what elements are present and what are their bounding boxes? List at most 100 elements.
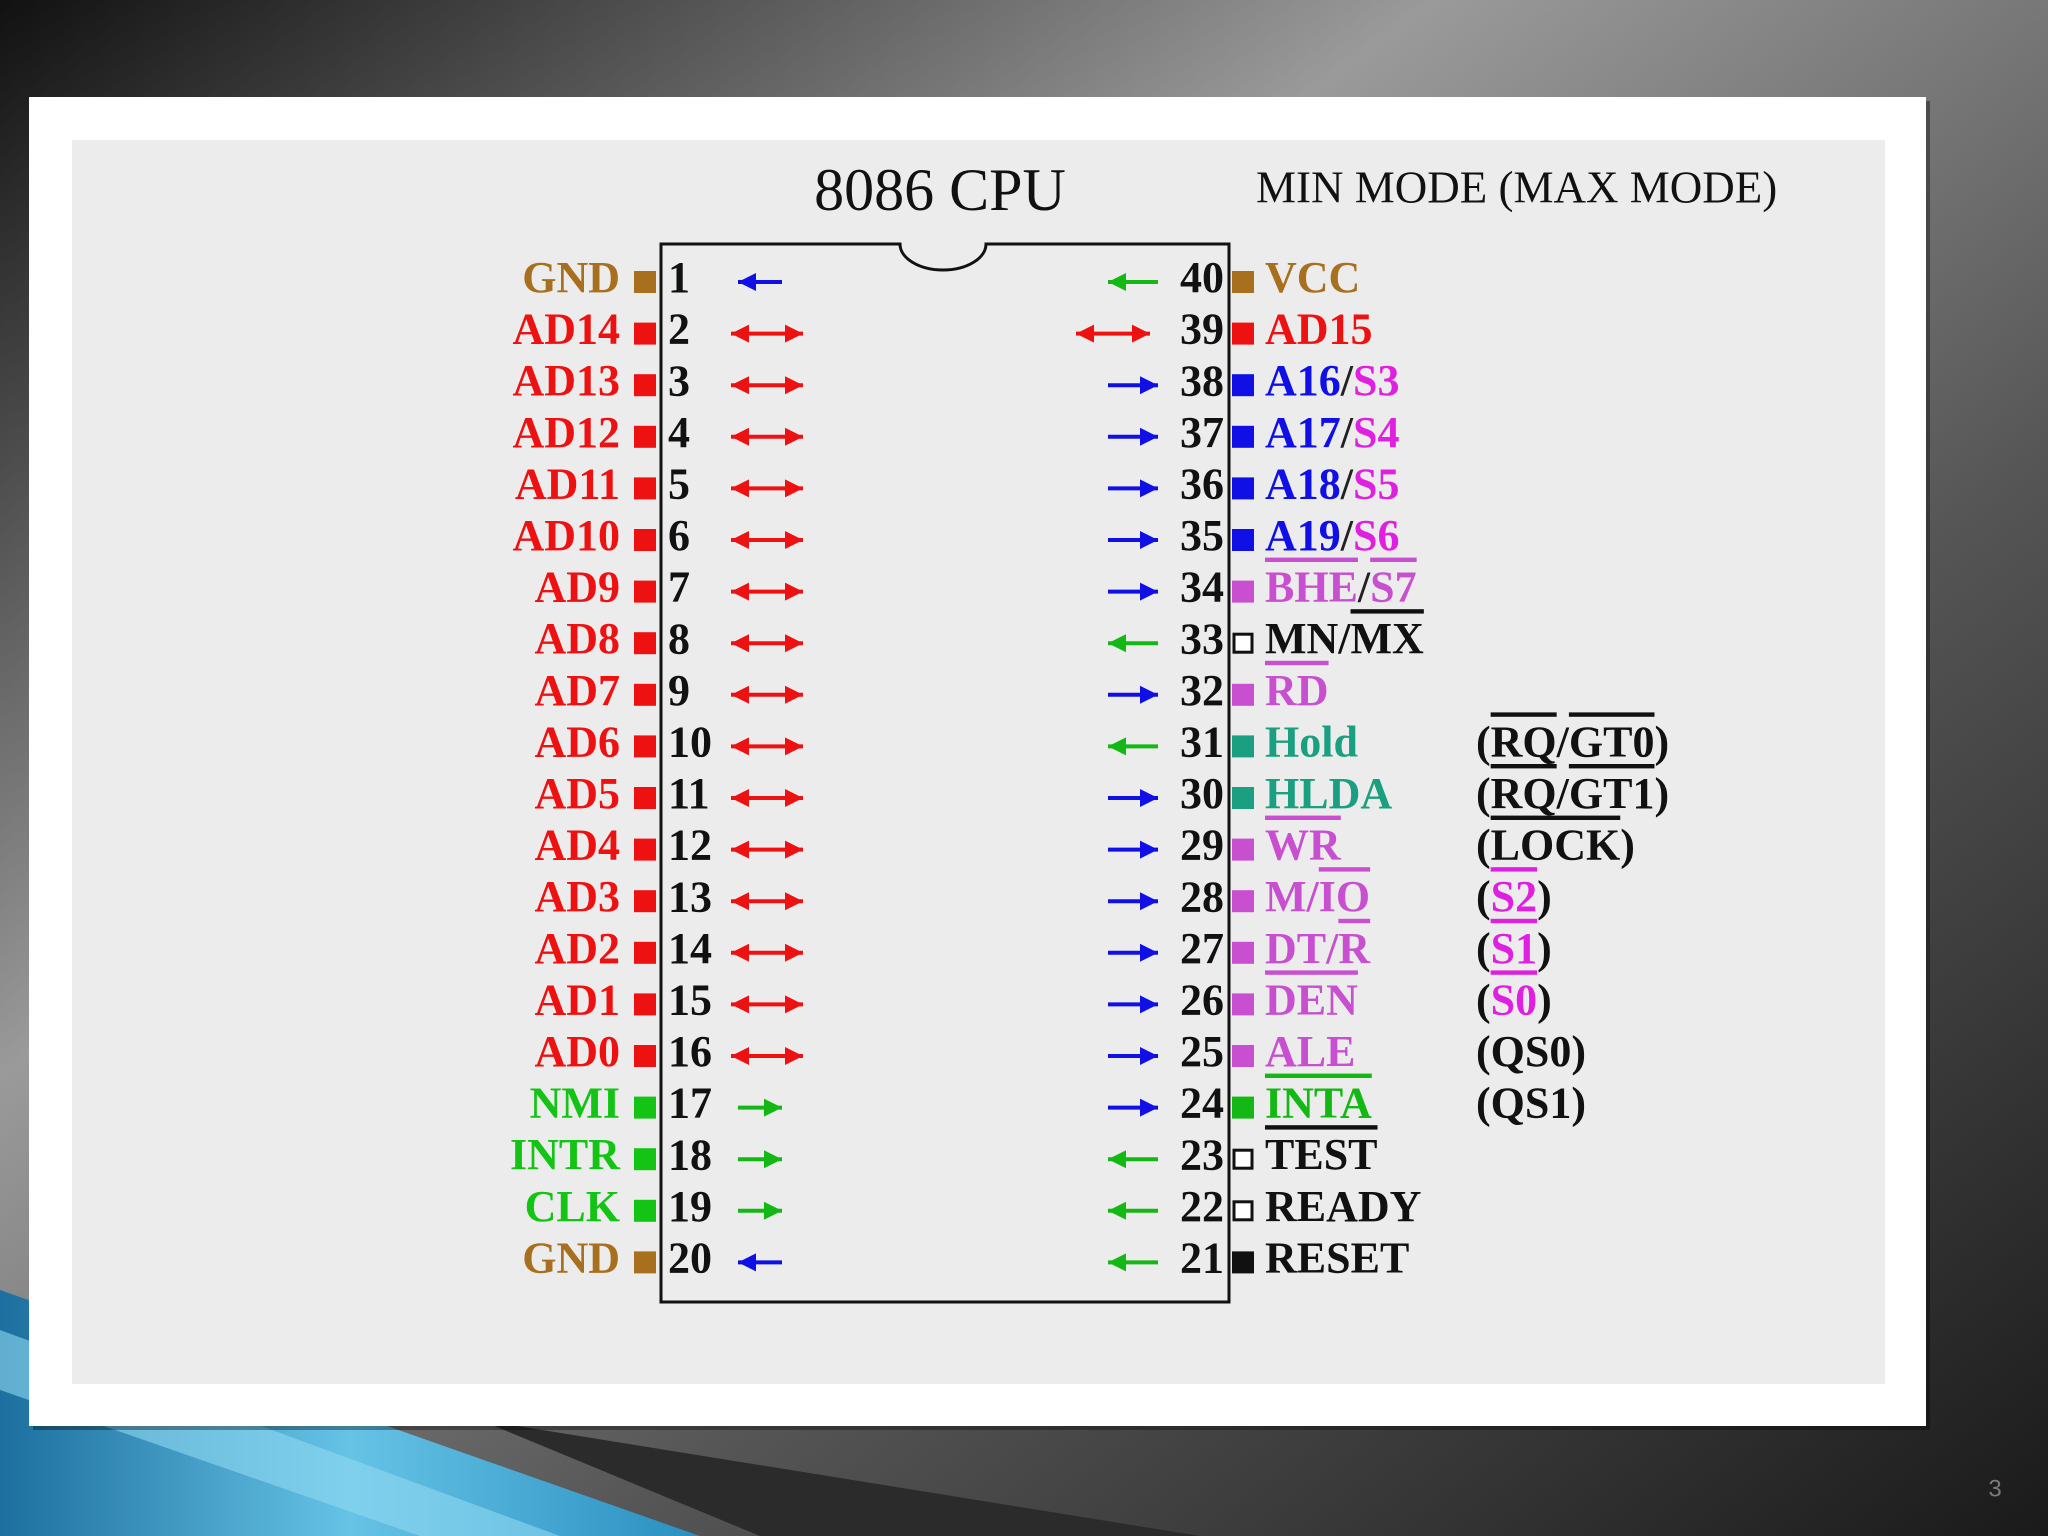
pin-name: AD14: [512, 305, 620, 354]
pin-number: 38: [1180, 356, 1224, 405]
pin-number: 27: [1180, 924, 1224, 973]
pin-name: AD8: [534, 614, 620, 663]
label-part: M/: [1265, 872, 1320, 921]
pin-name: AD2: [534, 924, 620, 973]
label-part: MX: [1351, 614, 1425, 663]
label-part: A16: [1265, 356, 1341, 405]
arrow-head: [785, 582, 803, 601]
pin-number: 1: [668, 253, 690, 302]
label-part: RESET: [1265, 1233, 1409, 1282]
max-mode-name: (S0): [1476, 975, 1552, 1024]
pin-number: 32: [1180, 666, 1224, 715]
arrow-head: [785, 376, 803, 395]
arrow-head: [785, 737, 803, 756]
pin-number: 9: [668, 666, 690, 715]
arrow-head: [1108, 1201, 1126, 1220]
pin-name: Hold: [1265, 717, 1358, 766]
arrow-head: [1140, 685, 1158, 704]
label-part: ALE: [1265, 1027, 1355, 1076]
arrow-head: [731, 737, 749, 756]
pin-number: 35: [1180, 511, 1224, 560]
pin-name: READY: [1265, 1182, 1421, 1231]
label-part: A19: [1265, 511, 1341, 560]
pin-marker: [634, 1199, 656, 1222]
arrow-head: [1108, 1150, 1126, 1169]
pin-name: AD15: [1265, 305, 1373, 354]
pin-marker: [634, 425, 656, 448]
label-part: NMI: [530, 1079, 620, 1128]
label-part: ): [1654, 717, 1669, 766]
label-part: CLK: [525, 1182, 620, 1231]
pin-name: M/IO: [1265, 872, 1370, 921]
diagram-area: [72, 140, 1885, 1384]
page-number: 3: [1988, 1475, 2001, 1502]
pin-marker: [1232, 477, 1254, 500]
label-part: AD15: [1265, 305, 1373, 354]
pin-number: 15: [668, 975, 712, 1024]
label-part: RD: [1265, 666, 1329, 715]
label-part: /: [1340, 356, 1354, 405]
pin-name: WR: [1265, 821, 1342, 870]
arrow-head: [731, 427, 749, 446]
label-part: S2: [1491, 872, 1537, 921]
pin-name: AD11: [515, 459, 620, 508]
pin-number: 2: [668, 305, 690, 354]
arrow-head: [731, 634, 749, 653]
arrow-head: [785, 789, 803, 807]
pin-name: A16/S3: [1265, 356, 1400, 405]
arrow-head: [731, 376, 749, 395]
pin-number: 6: [668, 511, 690, 560]
pin-marker: [1232, 1096, 1254, 1119]
arrow-head: [731, 995, 749, 1014]
label-part: DT/: [1265, 924, 1339, 973]
label-part: AD14: [512, 305, 620, 354]
pin-marker: [634, 838, 656, 861]
pin-name: AD1: [534, 975, 620, 1024]
pin-marker: [634, 787, 656, 809]
pin-marker: [634, 271, 656, 293]
label-part: S7: [1370, 563, 1416, 612]
pin-name: TEST: [1265, 1130, 1378, 1179]
max-mode-name: (LOCK): [1476, 821, 1635, 870]
arrow-head: [738, 273, 756, 291]
label-part: AD8: [534, 614, 620, 663]
label-part: READY: [1265, 1182, 1421, 1231]
decor-stripe: [480, 1420, 1200, 1536]
pin-marker: [634, 890, 656, 913]
arrow-head: [1140, 376, 1158, 395]
pin-name: GND: [522, 1233, 620, 1282]
pin-number: 5: [668, 459, 690, 508]
pin-name: AD6: [534, 717, 620, 766]
mode-heading: MIN MODE (MAX MODE): [1256, 162, 1777, 212]
pin-marker: [634, 632, 656, 655]
label-part: ): [1620, 821, 1635, 870]
pin-number: 10: [668, 717, 712, 766]
arrow-head: [785, 324, 803, 343]
label-part: /: [1340, 408, 1354, 457]
label-part: WR: [1265, 821, 1342, 870]
label-part: AD2: [534, 924, 620, 973]
arrow-head: [764, 1150, 782, 1169]
pin-number: 14: [668, 924, 712, 973]
pin-number: 3: [668, 356, 690, 405]
label-part: GND: [522, 253, 620, 302]
arrow-head: [785, 995, 803, 1014]
arrow-head: [1140, 789, 1158, 807]
pin-name: NMI: [530, 1079, 620, 1128]
label-part: /: [1556, 717, 1570, 766]
label-part: (: [1476, 821, 1491, 870]
arrow-head: [1140, 1047, 1158, 1065]
label-part: A18: [1265, 459, 1341, 508]
arrow-head: [1140, 582, 1158, 601]
pin-name: AD7: [534, 666, 620, 715]
arrow-head: [731, 840, 749, 859]
label-part: INTR: [510, 1130, 621, 1179]
pin-name: AD0: [534, 1027, 620, 1076]
max-mode-name: (S2): [1476, 872, 1552, 921]
pin-marker: [1232, 322, 1254, 345]
pin-number: 33: [1180, 614, 1224, 663]
label-part: TEST: [1265, 1130, 1378, 1179]
pin-marker: [634, 993, 656, 1016]
arrow-head: [731, 582, 749, 601]
